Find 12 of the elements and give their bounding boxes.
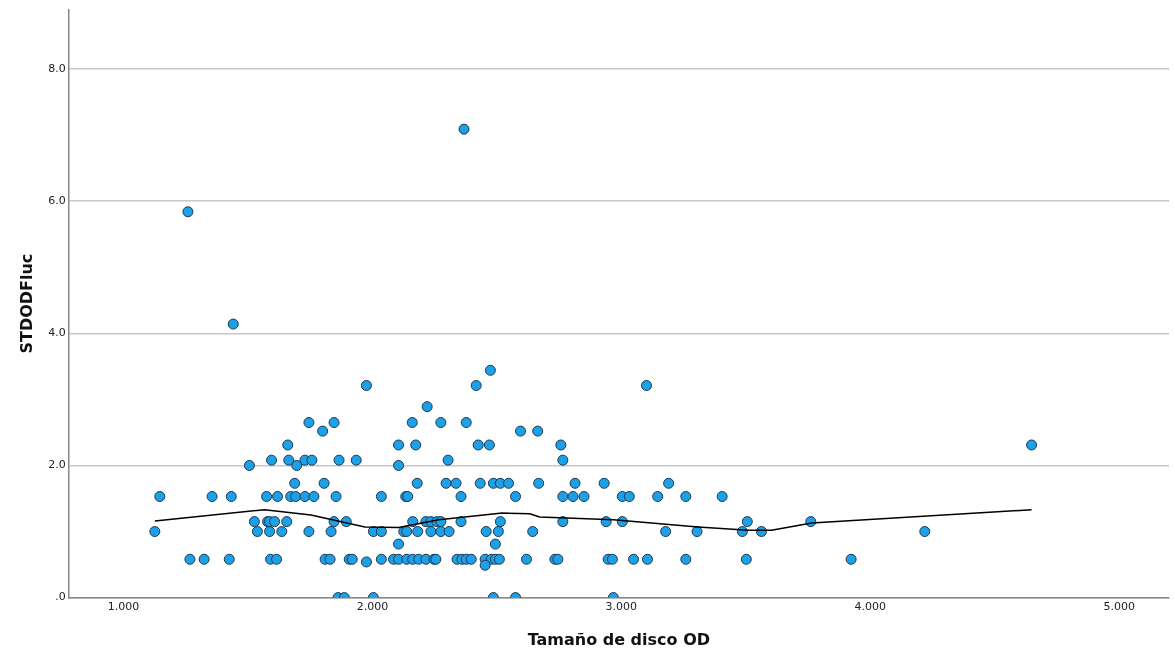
x-tick-label: 3.000	[605, 600, 638, 614]
y-tick-label: 2.0	[48, 458, 66, 472]
y-tick-label: 4.0	[48, 326, 66, 340]
x-tick-label: 4.000	[854, 600, 887, 614]
y-tick-label: 6.0	[48, 194, 66, 208]
y-tick-label: .0	[55, 590, 66, 604]
y-axis-title: STDODFluc	[16, 253, 36, 354]
y-tick-label: 8.0	[48, 61, 66, 75]
x-tick-label: 1.000	[107, 600, 140, 614]
x-tick-label: 5.000	[1103, 600, 1135, 614]
x-tick-label: 2.000	[356, 600, 389, 614]
x-axis-title: Tamaño de disco OD	[527, 629, 711, 649]
